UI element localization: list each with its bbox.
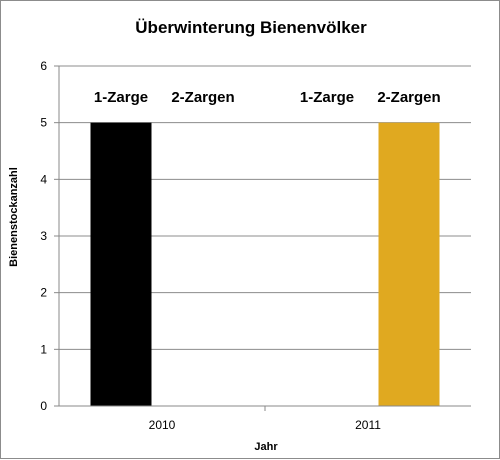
series-label: 1-Zarge [300, 89, 354, 106]
bar-series-labels: 1-Zarge 2-Zargen 1-Zarge 2-Zargen [94, 89, 441, 106]
x-tick-label: 2011 [355, 418, 381, 432]
y-tick-label: 0 [40, 399, 47, 413]
y-tick-label: 6 [40, 59, 47, 73]
y-tick-label: 4 [40, 172, 47, 186]
series-label: 2-Zargen [377, 89, 440, 106]
bars [90, 122, 440, 407]
y-axis-title: Bienenstockanzahl [8, 167, 20, 267]
x-tick-labels: 2010 2011 [149, 406, 381, 432]
y-tick-label: 2 [40, 286, 47, 300]
x-tick-label: 2010 [149, 418, 176, 432]
y-tick-label: 5 [40, 116, 47, 130]
y-tick-label: 1 [40, 342, 47, 356]
chart-title: Überwinterung Bienenvölker [135, 18, 367, 37]
y-tick-labels: 0 1 2 3 4 5 6 [40, 59, 59, 413]
y-tick-label: 3 [40, 229, 47, 243]
series-label: 1-Zarge [94, 89, 148, 106]
series-label: 2-Zargen [171, 89, 234, 106]
bar [90, 122, 152, 407]
bar [378, 122, 440, 407]
x-axis-title: Jahr [254, 441, 278, 453]
